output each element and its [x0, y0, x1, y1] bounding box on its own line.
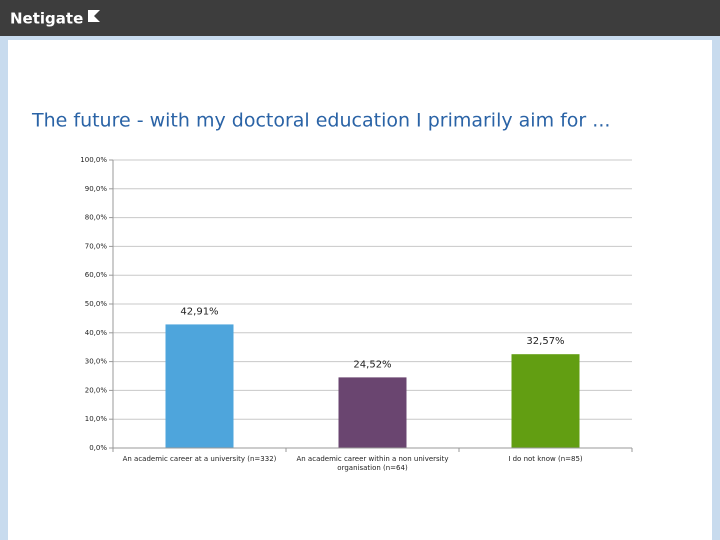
y-tick-label: 90,0%	[85, 185, 108, 193]
y-tick-label: 70,0%	[85, 242, 108, 250]
chart-title: The future - with my doctoral education …	[31, 110, 610, 132]
y-tick-label: 30,0%	[85, 358, 108, 366]
y-tick-label: 0,0%	[89, 444, 107, 452]
y-tick-label: 20,0%	[85, 386, 108, 394]
y-tick-label: 50,0%	[85, 300, 108, 308]
slide-panel	[8, 40, 712, 540]
data-label: 42,91%	[180, 306, 218, 317]
bar	[338, 377, 407, 448]
x-tick-label: An academic career within a non universi…	[296, 455, 449, 472]
y-tick-label: 10,0%	[85, 415, 108, 423]
bar	[165, 324, 234, 448]
logo: Netigate	[10, 10, 83, 28]
logo-icon	[88, 10, 100, 22]
data-label: 24,52%	[353, 359, 391, 370]
x-tick-label: I do not know (n=85)	[508, 455, 583, 463]
bar	[511, 354, 580, 448]
y-tick-label: 80,0%	[85, 214, 108, 222]
y-tick-label: 60,0%	[85, 271, 108, 279]
x-tick-label: An academic career at a university (n=33…	[122, 455, 277, 463]
y-tick-label: 40,0%	[85, 329, 108, 337]
header-bar	[0, 0, 720, 36]
data-label: 32,57%	[526, 336, 564, 347]
y-tick-label: 100,0%	[80, 156, 107, 164]
